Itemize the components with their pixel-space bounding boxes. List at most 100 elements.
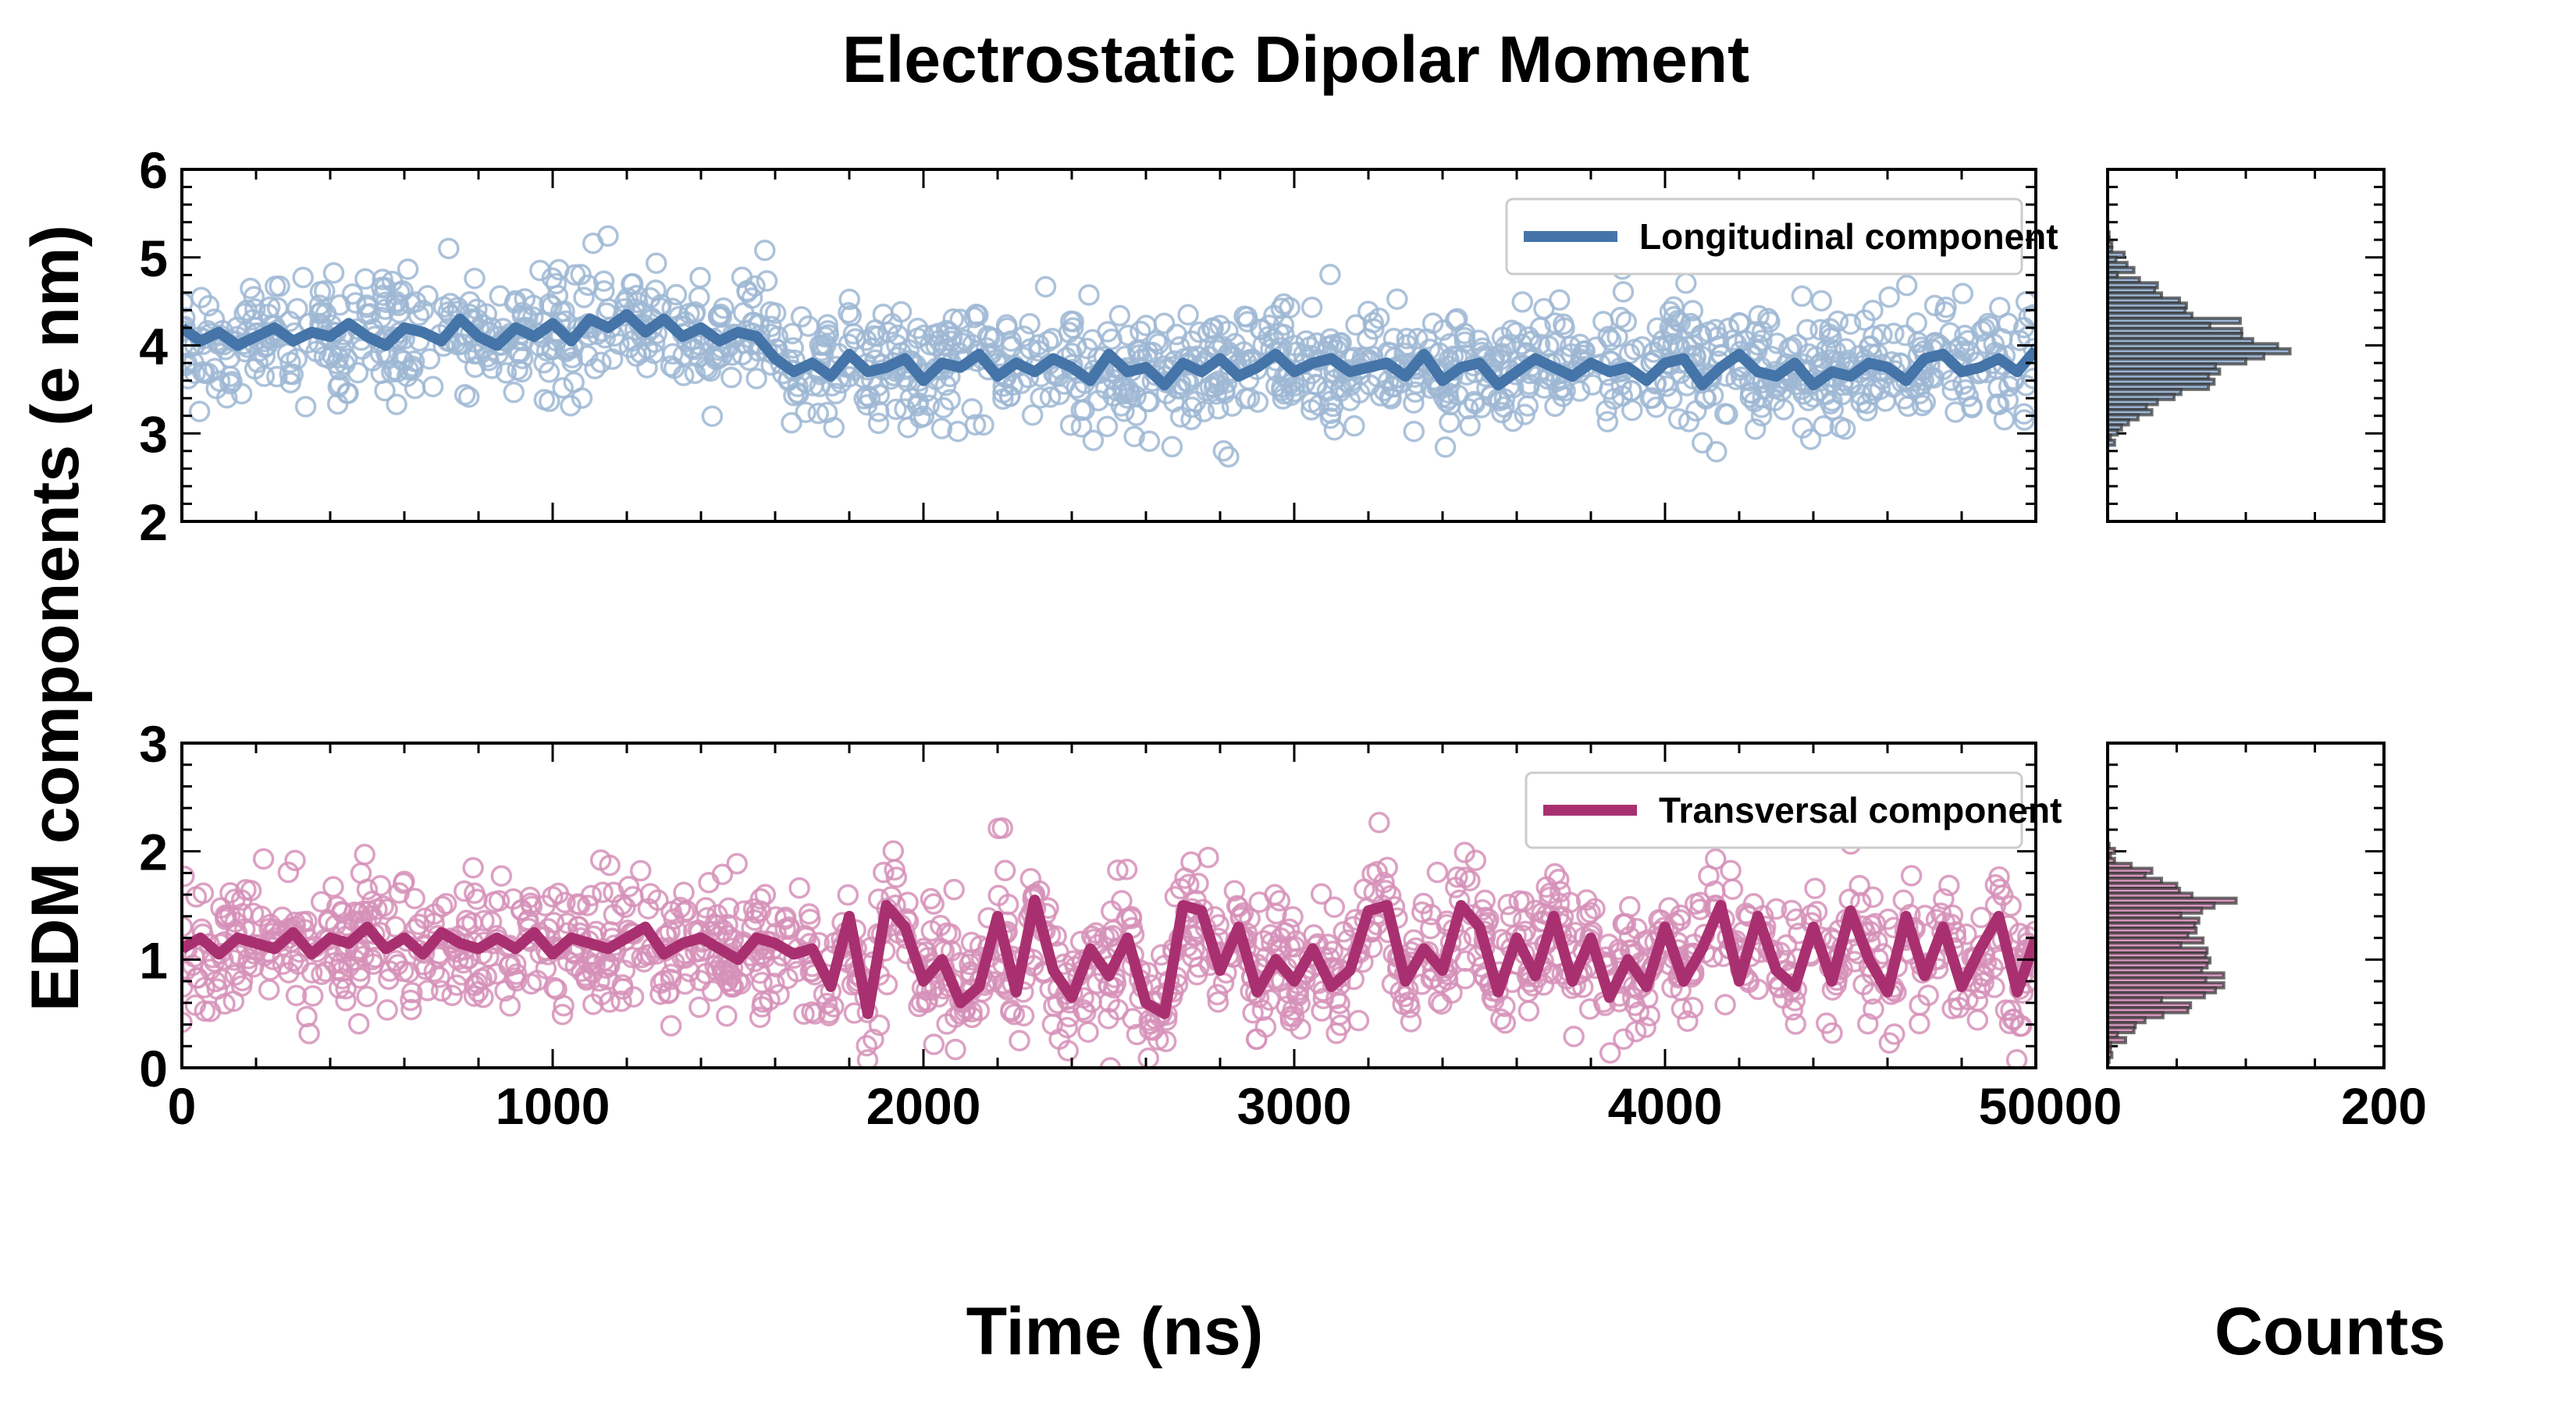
scatter-point bbox=[244, 298, 266, 320]
scatter-point bbox=[296, 1005, 318, 1028]
scatter-point bbox=[1306, 374, 1328, 396]
scatter-point bbox=[807, 402, 830, 425]
legend-label: Transversal component bbox=[1659, 790, 2062, 831]
scatter-point bbox=[328, 977, 350, 999]
scatter-point bbox=[695, 897, 717, 919]
scatter-point bbox=[1030, 386, 1051, 409]
scatter-point bbox=[818, 1005, 840, 1026]
scatter-point bbox=[1596, 400, 1617, 422]
scatter-point bbox=[488, 890, 511, 912]
scatter-point bbox=[1500, 905, 1522, 927]
scatter-point bbox=[393, 870, 415, 892]
scatter-point bbox=[1806, 901, 1828, 923]
scatter-point bbox=[764, 302, 787, 325]
y-tick-label: 3 bbox=[139, 715, 168, 773]
scatter-point bbox=[520, 892, 542, 914]
scatter-point bbox=[1285, 930, 1308, 952]
scatter-point bbox=[1765, 898, 1788, 920]
scatter-point bbox=[464, 356, 486, 379]
scatter-point bbox=[259, 959, 281, 981]
scatter-point bbox=[1379, 386, 1401, 408]
scatter-point bbox=[733, 900, 755, 923]
scatter-point bbox=[243, 286, 265, 308]
scatter-point bbox=[1128, 340, 1151, 362]
scatter-point bbox=[1078, 284, 1100, 306]
scatter-point bbox=[1923, 294, 1946, 317]
scatter-point bbox=[1663, 306, 1685, 328]
scatter-point bbox=[591, 984, 613, 1005]
scatter-point bbox=[930, 418, 953, 439]
scatter-point bbox=[1720, 859, 1742, 882]
scatter-point bbox=[2013, 403, 2035, 425]
scatter-point bbox=[264, 276, 286, 297]
scatter-point bbox=[1421, 967, 1444, 989]
scatter-point bbox=[374, 379, 396, 402]
scatter-point bbox=[1356, 328, 1379, 350]
scatter-point bbox=[1935, 296, 1957, 318]
scatter-point bbox=[1799, 429, 1822, 450]
scatter-point bbox=[1041, 328, 1063, 350]
scatter-point bbox=[1009, 1030, 1030, 1051]
scatter-point bbox=[1197, 846, 1219, 869]
scatter-point bbox=[1368, 812, 1390, 834]
scatter-point bbox=[1939, 322, 1961, 344]
scatter-point bbox=[400, 989, 422, 1012]
y-tick-label: 4 bbox=[139, 318, 168, 375]
scatter-point bbox=[577, 895, 599, 916]
scatter-point bbox=[731, 266, 753, 288]
scatter-point bbox=[1400, 1011, 1422, 1033]
scatter-point bbox=[790, 306, 813, 328]
scatter-point bbox=[603, 904, 625, 926]
scatter-point bbox=[1748, 304, 1770, 327]
scatter-point bbox=[781, 411, 802, 434]
scatter-point bbox=[1983, 333, 2005, 355]
scatter-point bbox=[1834, 418, 1856, 440]
scatter-point bbox=[1582, 374, 1603, 396]
scatter-point bbox=[258, 979, 280, 1001]
scatter-point bbox=[1206, 984, 1229, 1006]
scatter-point bbox=[1614, 912, 1637, 935]
scatter-point bbox=[663, 357, 685, 379]
scatter-point bbox=[423, 960, 446, 983]
scatter-point bbox=[192, 882, 215, 905]
scatter-point bbox=[866, 325, 889, 347]
scatter-point bbox=[573, 286, 595, 308]
scatter-point bbox=[472, 987, 494, 1008]
scatter-point bbox=[1957, 989, 1979, 1011]
scatter-point bbox=[614, 896, 636, 919]
scatter-point bbox=[701, 405, 724, 427]
scatter-point bbox=[811, 334, 833, 357]
scatter-point bbox=[503, 381, 525, 404]
y-tick-label: 1 bbox=[139, 931, 168, 989]
scatter-point bbox=[1261, 932, 1283, 954]
scatter-point bbox=[279, 351, 301, 373]
scatter-point bbox=[947, 420, 969, 443]
scatter-point bbox=[1796, 318, 1818, 341]
scatter-point bbox=[1955, 923, 1977, 945]
scatter-point bbox=[1223, 880, 1246, 902]
scatter-point bbox=[838, 288, 860, 311]
scatter-point bbox=[1848, 874, 1870, 897]
scatter-point bbox=[1597, 325, 1619, 347]
scatter-point bbox=[584, 954, 606, 976]
scatter-point bbox=[1432, 319, 1454, 341]
scatter-point bbox=[660, 1015, 682, 1037]
scatter-point bbox=[592, 881, 614, 903]
scatter-point bbox=[322, 261, 345, 284]
scatter-point bbox=[1678, 411, 1700, 432]
scatter-point bbox=[308, 294, 331, 316]
scatter-point bbox=[1608, 938, 1630, 961]
scatter-point bbox=[533, 389, 556, 411]
scatter-point bbox=[617, 876, 640, 898]
scatter-point bbox=[552, 377, 574, 399]
scatter-point bbox=[1900, 865, 1923, 887]
scatter-point bbox=[215, 386, 238, 409]
scatter-point bbox=[1575, 889, 1598, 911]
scatter-point bbox=[1233, 305, 1255, 327]
scatter-point bbox=[1201, 318, 1223, 340]
scatter-point bbox=[943, 878, 965, 901]
scatter-point bbox=[2001, 1008, 2024, 1030]
scatter-point bbox=[1276, 995, 1297, 1018]
scatter-point bbox=[1834, 338, 1857, 360]
scatter-point bbox=[292, 266, 314, 289]
